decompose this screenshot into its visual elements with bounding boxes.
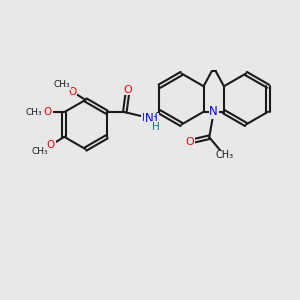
Text: N: N bbox=[146, 113, 154, 123]
Text: CH₃: CH₃ bbox=[215, 150, 233, 160]
Text: N: N bbox=[209, 105, 218, 118]
Text: N: N bbox=[144, 112, 153, 125]
Text: O: O bbox=[44, 107, 52, 117]
Text: O: O bbox=[47, 140, 55, 150]
Text: O: O bbox=[68, 87, 76, 97]
Text: CH₃: CH₃ bbox=[53, 80, 70, 89]
Text: NH: NH bbox=[142, 113, 159, 123]
Text: O: O bbox=[185, 137, 194, 147]
Text: O: O bbox=[123, 85, 132, 95]
Text: H: H bbox=[152, 122, 160, 132]
Text: CH₃: CH₃ bbox=[32, 147, 49, 156]
Text: CH₃: CH₃ bbox=[26, 108, 43, 117]
